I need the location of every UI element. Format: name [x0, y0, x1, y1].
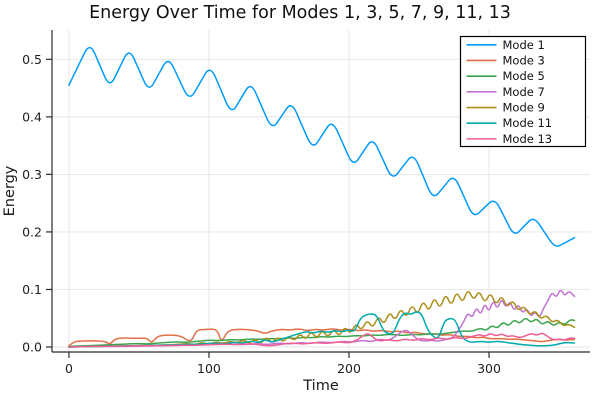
series-line-mode-1 [68, 46, 576, 247]
x-tick-label: 100 [197, 361, 221, 376]
legend-label: Mode 9 [503, 101, 545, 115]
legend-label: Mode 5 [503, 69, 545, 83]
legend-item-mode-11: Mode 11 [466, 116, 553, 130]
legend-label: Mode 13 [503, 132, 553, 146]
legend-label: Mode 11 [503, 116, 553, 130]
x-tick-label: 200 [337, 361, 361, 376]
legend-item-mode-13: Mode 13 [466, 132, 553, 146]
series-line-mode-5 [68, 317, 576, 348]
y-tick-label: 0.2 [22, 224, 42, 239]
legend-item-mode-9: Mode 9 [466, 101, 545, 115]
y-tick-label: 0.3 [22, 167, 42, 182]
legend-label: Mode 1 [503, 38, 545, 52]
legend-item-mode-7: Mode 7 [466, 85, 545, 99]
y-axis-label: Energy [2, 165, 18, 216]
axes [46, 30, 590, 358]
tick-labels: 0 100 200 300 0.0 0.1 0.2 0.3 0.4 0.5 [22, 52, 501, 376]
chart-title: Energy Over Time for Modes 1, 3, 5, 7, 9… [89, 3, 511, 23]
legend-label: Mode 7 [503, 85, 545, 99]
legend-label: Mode 3 [503, 53, 545, 67]
x-axis-label: Time [302, 378, 339, 394]
legend-item-mode-3: Mode 3 [466, 53, 545, 67]
series-line-mode-11 [68, 311, 576, 348]
y-tick-label: 0.5 [22, 52, 42, 67]
y-tick-label: 0.4 [22, 109, 42, 124]
series-lines [68, 46, 576, 348]
legend-item-mode-1: Mode 1 [466, 38, 545, 52]
y-tick-label: 0.0 [22, 339, 42, 354]
series-line-mode-7 [68, 289, 576, 348]
x-tick-label: 0 [65, 361, 73, 376]
series-line-mode-13 [68, 332, 576, 348]
legend-item-mode-5: Mode 5 [466, 69, 545, 83]
y-tick-label: 0.1 [22, 282, 42, 297]
series-line-mode-3 [68, 328, 576, 347]
series-line-mode-9 [68, 291, 576, 348]
x-tick-label: 300 [477, 361, 501, 376]
